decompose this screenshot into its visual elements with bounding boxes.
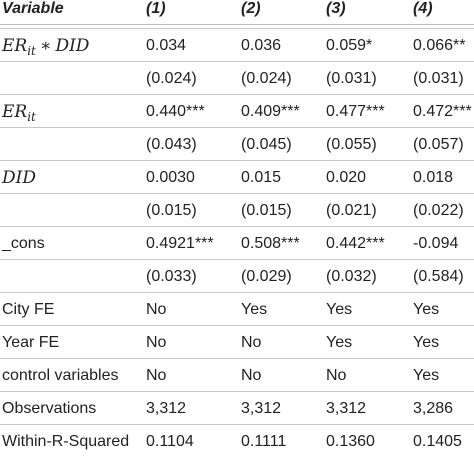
- value-cell: 3,312: [146, 399, 187, 417]
- header-col-1: (1): [146, 0, 166, 17]
- table-row-cons-se: (0.033) (0.029) (0.032) (0.584): [0, 259, 474, 293]
- table-row-er-did-coef: ERit ∗ DID 0.034 0.036 0.059* 0.066**: [0, 28, 474, 62]
- row-label-control-variables: control variables: [2, 366, 119, 384]
- coef-cell: 0.477***: [326, 102, 385, 120]
- coef-cell: 0.409***: [241, 102, 300, 120]
- value-cell: 0.1104: [146, 432, 194, 450]
- value-cell: 0.1111: [241, 432, 287, 450]
- row-label-city-fe: City FE: [2, 300, 55, 318]
- table-row-did-coef: DID 0.0030 0.015 0.020 0.018: [0, 160, 474, 194]
- se-cell: (0.031): [326, 69, 377, 87]
- value-cell: Yes: [326, 333, 353, 351]
- value-cell: 3,312: [241, 399, 282, 417]
- value-cell: 3,312: [326, 399, 367, 417]
- se-cell: (0.015): [241, 201, 292, 219]
- table-row-er-did-se: (0.024) (0.024) (0.031) (0.031): [0, 61, 474, 95]
- header-col-4: (4): [413, 0, 433, 17]
- se-cell: (0.043): [146, 135, 197, 153]
- coef-cell: 0.015: [241, 168, 282, 186]
- value-cell: Yes: [413, 333, 440, 351]
- table-row-er-se: (0.043) (0.045) (0.055) (0.057): [0, 127, 474, 161]
- coef-cell: 0.440***: [146, 102, 205, 120]
- value-cell: 3,286: [413, 399, 454, 417]
- row-label-er: ERit: [2, 101, 36, 124]
- header-variable: Variable: [2, 0, 64, 17]
- coef-cell: 0.472***: [413, 102, 472, 120]
- row-label-observations: Observations: [2, 399, 97, 417]
- se-cell: (0.022): [413, 201, 464, 219]
- se-cell: (0.055): [326, 135, 377, 153]
- se-cell: (0.024): [241, 69, 292, 87]
- coef-cell: 0.059*: [326, 36, 373, 54]
- se-cell: (0.031): [413, 69, 464, 87]
- row-label-did: DID: [2, 167, 36, 188]
- row-label-within-r-squared: Within-R-Squared: [2, 432, 130, 450]
- value-cell: No: [241, 366, 262, 384]
- value-cell: 0.1360: [326, 432, 375, 450]
- row-label-er-did: ERit ∗ DID: [2, 35, 90, 58]
- header-col-3: (3): [326, 0, 346, 17]
- se-cell: (0.033): [146, 267, 197, 285]
- header-row: Variable (1) (2) (3) (4): [0, 0, 474, 25]
- coef-cell: 0.0030: [146, 168, 195, 186]
- se-cell: (0.584): [413, 267, 464, 285]
- se-cell: (0.032): [326, 267, 377, 285]
- se-cell: (0.057): [413, 135, 464, 153]
- se-cell: (0.015): [146, 201, 197, 219]
- coef-cell: 0.020: [326, 168, 367, 186]
- value-cell: Yes: [326, 300, 353, 318]
- coef-cell: 0.442***: [326, 234, 385, 252]
- table-row-did-se: (0.015) (0.015) (0.021) (0.022): [0, 193, 474, 227]
- coef-cell: 0.508***: [241, 234, 300, 252]
- se-cell: (0.021): [326, 201, 377, 219]
- value-cell: Yes: [241, 300, 268, 318]
- coef-cell: 0.034: [146, 36, 187, 54]
- row-label-year-fe: Year FE: [2, 333, 60, 351]
- coef-cell: -0.094: [413, 234, 459, 252]
- coef-cell: 0.018: [413, 168, 454, 186]
- value-cell: No: [146, 366, 167, 384]
- table-row-within-r-squared: Within-R-Squared 0.1104 0.1111 0.1360 0.…: [0, 424, 474, 458]
- value-cell: Yes: [413, 366, 440, 384]
- se-cell: (0.045): [241, 135, 292, 153]
- value-cell: 0.1405: [413, 432, 462, 450]
- table-row-control-variables: control variables No No No Yes: [0, 358, 474, 392]
- value-cell: Yes: [413, 300, 440, 318]
- header-col-2: (2): [241, 0, 261, 17]
- value-cell: No: [241, 333, 262, 351]
- table-row-observations: Observations 3,312 3,312 3,312 3,286: [0, 391, 474, 425]
- table-row-cons-coef: _cons 0.4921*** 0.508*** 0.442*** -0.094: [0, 226, 474, 260]
- coef-cell: 0.036: [241, 36, 282, 54]
- value-cell: No: [146, 333, 167, 351]
- coef-cell: 0.4921***: [146, 234, 214, 252]
- value-cell: No: [326, 366, 347, 384]
- table-row-year-fe: Year FE No No Yes Yes: [0, 325, 474, 359]
- coef-cell: 0.066**: [413, 36, 466, 54]
- table-row-er-coef: ERit 0.440*** 0.409*** 0.477*** 0.472***: [0, 94, 474, 128]
- se-cell: (0.029): [241, 267, 292, 285]
- se-cell: (0.024): [146, 69, 197, 87]
- value-cell: No: [146, 300, 167, 318]
- table-row-city-fe: City FE No Yes Yes Yes: [0, 292, 474, 326]
- row-label-cons: _cons: [2, 234, 45, 252]
